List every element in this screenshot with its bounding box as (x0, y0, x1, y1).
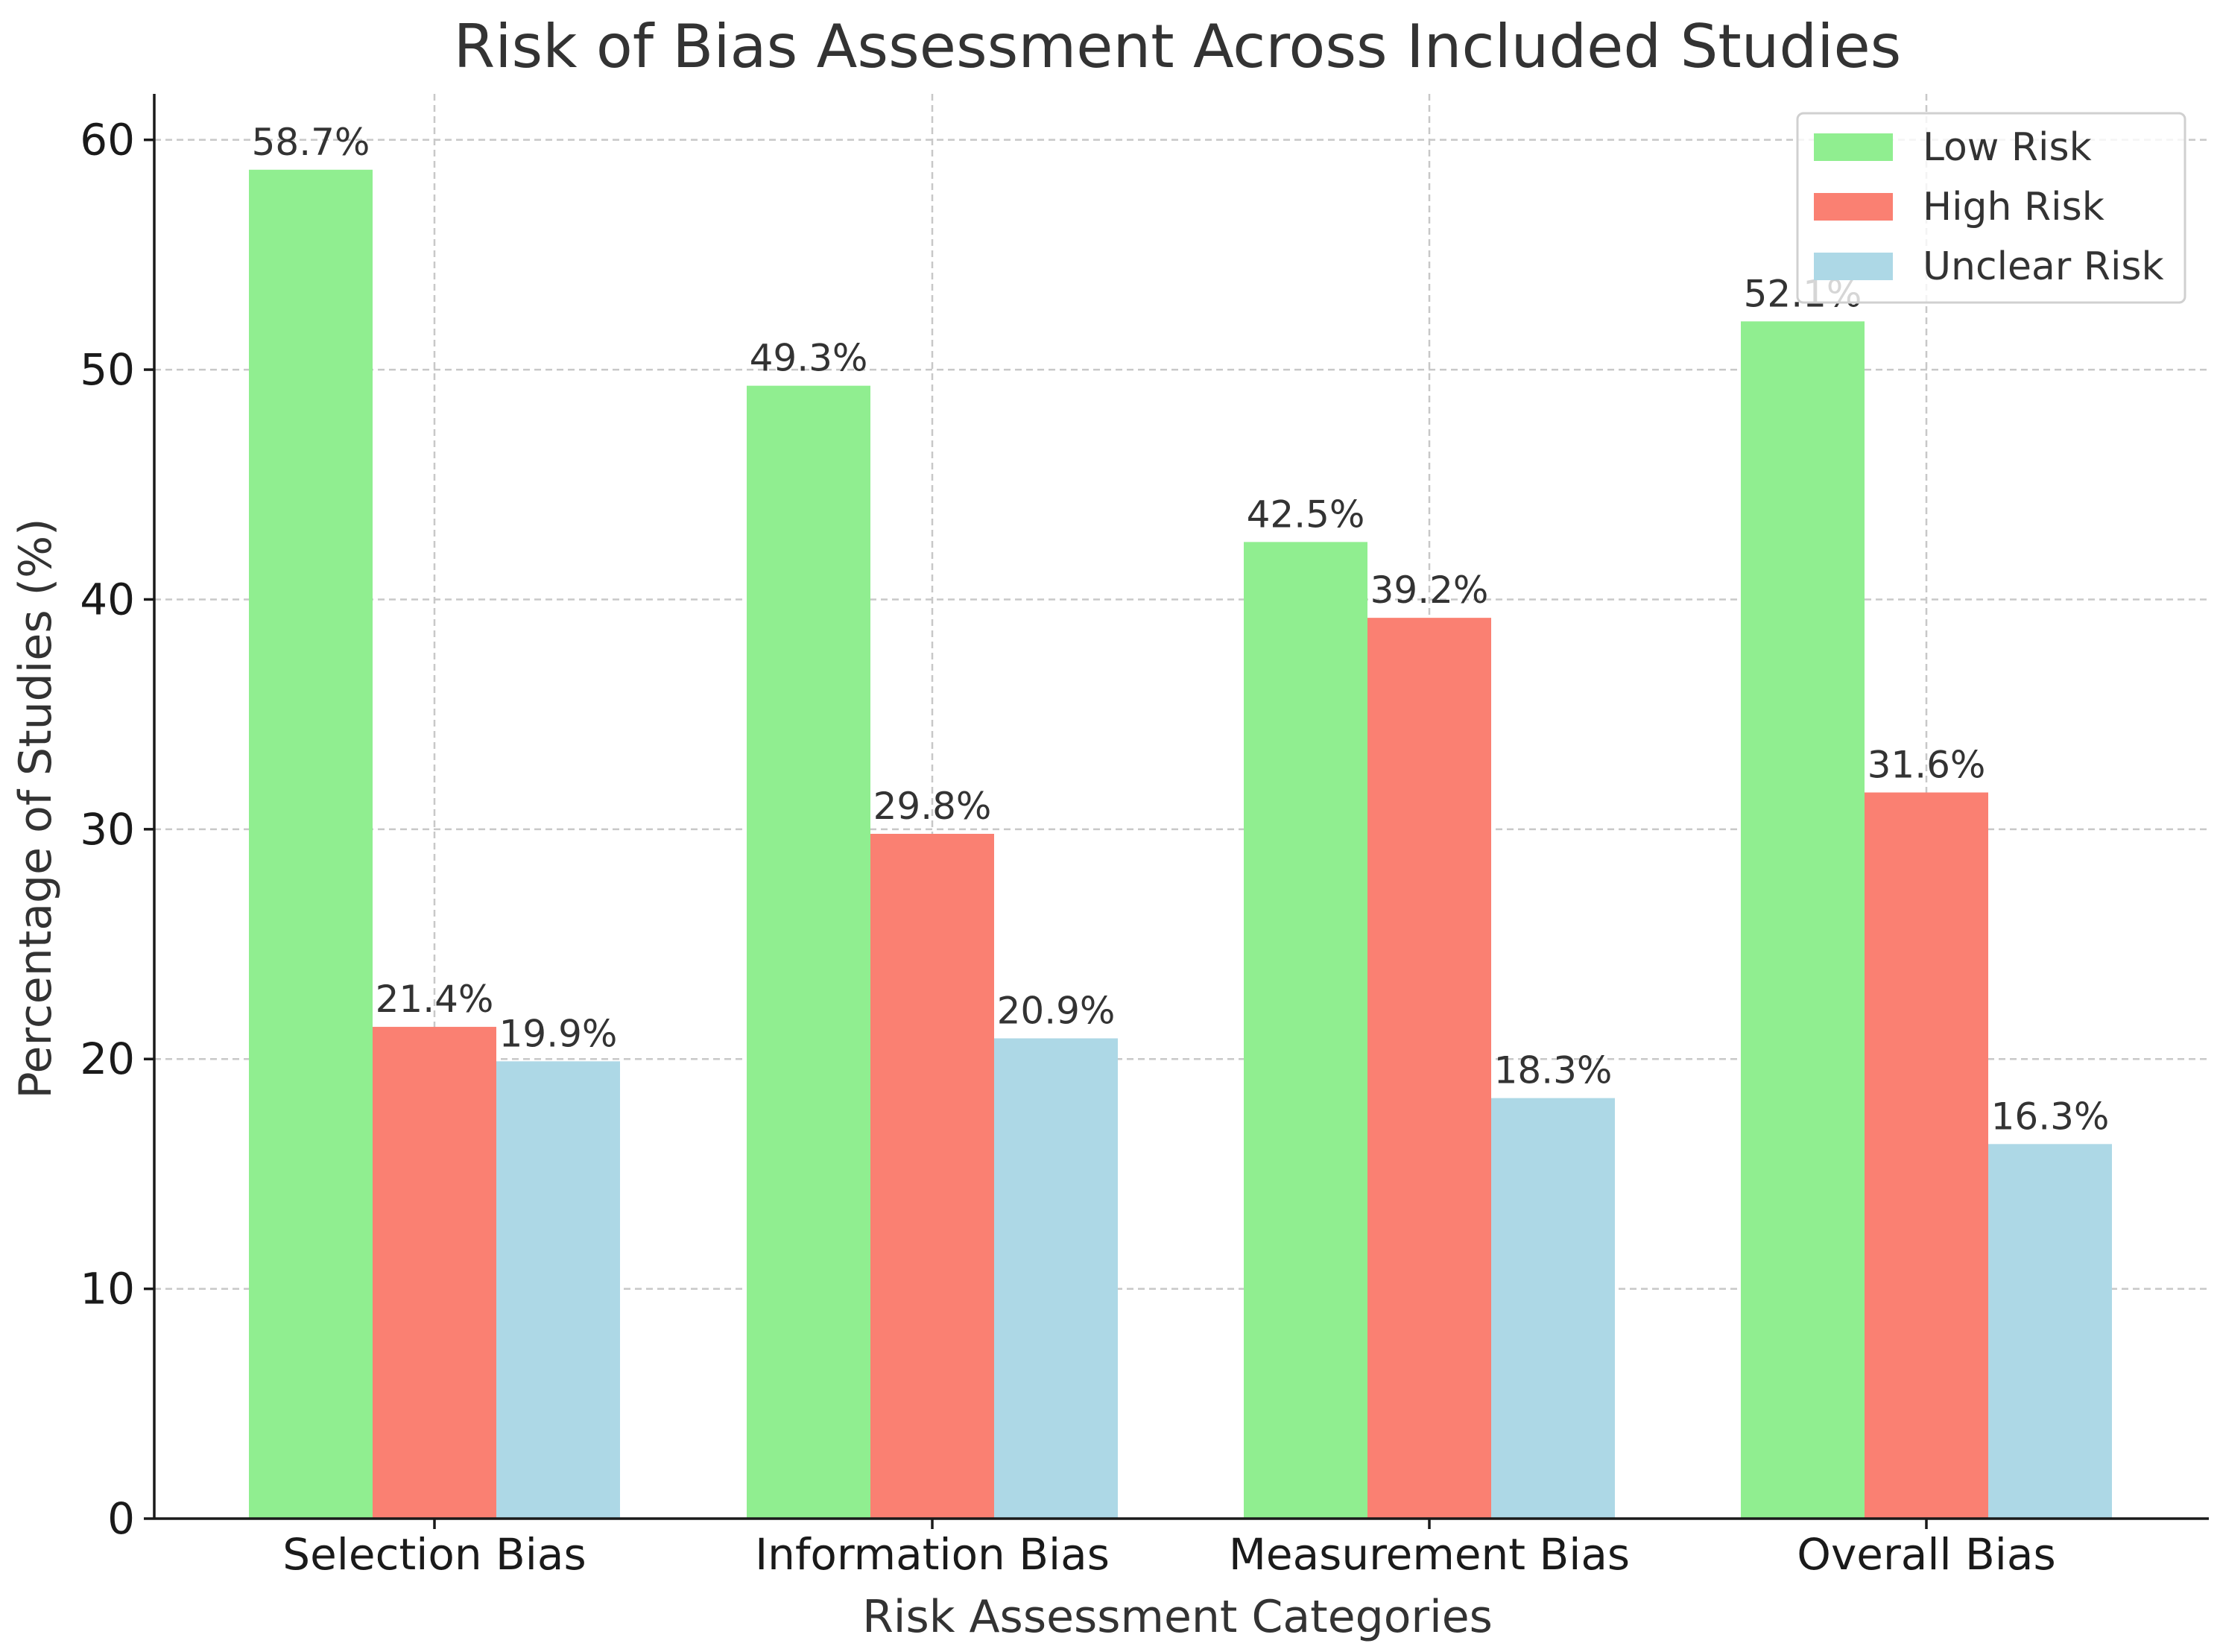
data-label-unclear-risk-selection-bias: 19.9% (499, 1012, 618, 1055)
axes (144, 94, 2209, 1529)
y-tick-label-0: 0 (107, 1493, 135, 1544)
chart-title: Risk of Bias Assessment Across Included … (454, 12, 1902, 81)
data-label-low-risk-information-bias: 49.3% (750, 337, 868, 380)
legend-label-low-risk: Low Risk (1923, 125, 2092, 170)
y-tick-label-60: 60 (80, 115, 135, 165)
legend-box (1796, 112, 2186, 304)
bar-unclear-risk-selection-bias (496, 1061, 620, 1519)
legend: Low Risk High Risk Unclear Risk (1796, 112, 2186, 304)
data-label-unclear-risk-measurement-bias: 18.3% (1494, 1049, 1613, 1092)
data-label-high-risk-information-bias: 29.8% (873, 785, 992, 828)
legend-label-high-risk: High Risk (1923, 185, 2104, 230)
bar-low-risk-overall-bias (1741, 321, 1865, 1519)
bar-high-risk-selection-bias (373, 1027, 496, 1519)
x-tick-label-overall-bias: Overall Bias (1797, 1529, 2055, 1580)
legend-swatch-low-risk (1814, 133, 1893, 161)
bar-low-risk-measurement-bias (1244, 542, 1367, 1519)
x-axis-label: Risk Assessment Categories (862, 1591, 1493, 1643)
bar-unclear-risk-information-bias (994, 1038, 1118, 1519)
bar-unclear-risk-overall-bias (1988, 1144, 2112, 1519)
data-labels: 58.7%49.3%42.5%52.1%21.4%29.8%39.2%31.6%… (252, 121, 2110, 1139)
bar-unclear-risk-measurement-bias (1491, 1098, 1615, 1519)
y-tick-label-20: 20 (80, 1034, 135, 1084)
bar-high-risk-overall-bias (1865, 792, 1988, 1519)
x-tick-label-information-bias: Information Bias (755, 1529, 1110, 1580)
y-tick-label-50: 50 (80, 344, 135, 395)
bar-low-risk-selection-bias (249, 169, 373, 1519)
y-tick-label-30: 30 (80, 804, 135, 855)
data-label-high-risk-overall-bias: 31.6% (1868, 743, 1986, 786)
bar-high-risk-information-bias (870, 834, 994, 1519)
bar-low-risk-information-bias (747, 385, 870, 1519)
tick-labels: 0 10 20 30 40 50 60 Selection Bias Information B… (80, 115, 2056, 1580)
data-label-low-risk-selection-bias: 58.7% (252, 121, 370, 164)
data-label-low-risk-measurement-bias: 42.5% (1247, 493, 1365, 536)
y-axis-label: Percentage of Studies (%) (10, 519, 62, 1099)
y-tick-label-10: 10 (80, 1264, 135, 1314)
x-tick-label-selection-bias: Selection Bias (282, 1529, 586, 1580)
x-tick-label-measurement-bias: Measurement Bias (1229, 1529, 1630, 1580)
legend-swatch-high-risk (1814, 193, 1893, 221)
data-label-unclear-risk-information-bias: 20.9% (997, 989, 1116, 1032)
data-label-high-risk-selection-bias: 21.4% (376, 978, 494, 1021)
bar-high-risk-measurement-bias (1367, 618, 1491, 1519)
data-label-unclear-risk-overall-bias: 16.3% (1991, 1095, 2110, 1138)
legend-label-unclear-risk: Unclear Risk (1923, 244, 2164, 289)
bars (249, 169, 2112, 1519)
y-tick-label-40: 40 (80, 574, 135, 624)
data-label-high-risk-measurement-bias: 39.2% (1370, 569, 1489, 612)
legend-swatch-unclear-risk (1814, 253, 1893, 280)
